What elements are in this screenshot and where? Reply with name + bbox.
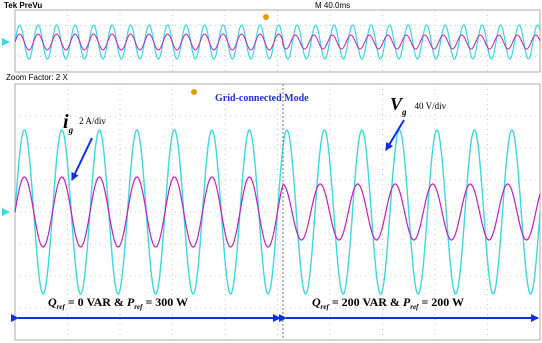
q-text: = 0 VAR & <box>65 295 127 309</box>
current-sub: g <box>68 125 74 135</box>
voltage-scale: 40 V/div <box>415 101 447 111</box>
q-text: = 200 VAR & <box>329 295 403 309</box>
segment-label: Qref = 0 VAR & Pref = 300 W <box>48 295 188 311</box>
oscilloscope-screen: Tek PreVu M 40.0ms Zoom Factor: 2 X Grid… <box>0 0 542 343</box>
q-symbol: Q <box>312 295 321 309</box>
scope-title: Tek PreVu <box>4 1 42 10</box>
timebase: M 40.0ms <box>315 1 350 10</box>
segment-label: Qref = 200 VAR & Pref = 200 W <box>312 295 464 311</box>
zoom-factor: Zoom Factor: 2 X <box>6 73 68 82</box>
voltage-sub: g <box>401 107 407 117</box>
trigger-marker <box>263 14 269 20</box>
mode-label: Grid-connected Mode <box>215 93 309 104</box>
current-scale: 2 A/div <box>79 116 106 126</box>
p-text: = 300 W <box>142 295 188 309</box>
q-symbol: Q <box>48 295 57 309</box>
trigger-marker <box>191 89 197 95</box>
p-text: = 200 W <box>418 295 464 309</box>
